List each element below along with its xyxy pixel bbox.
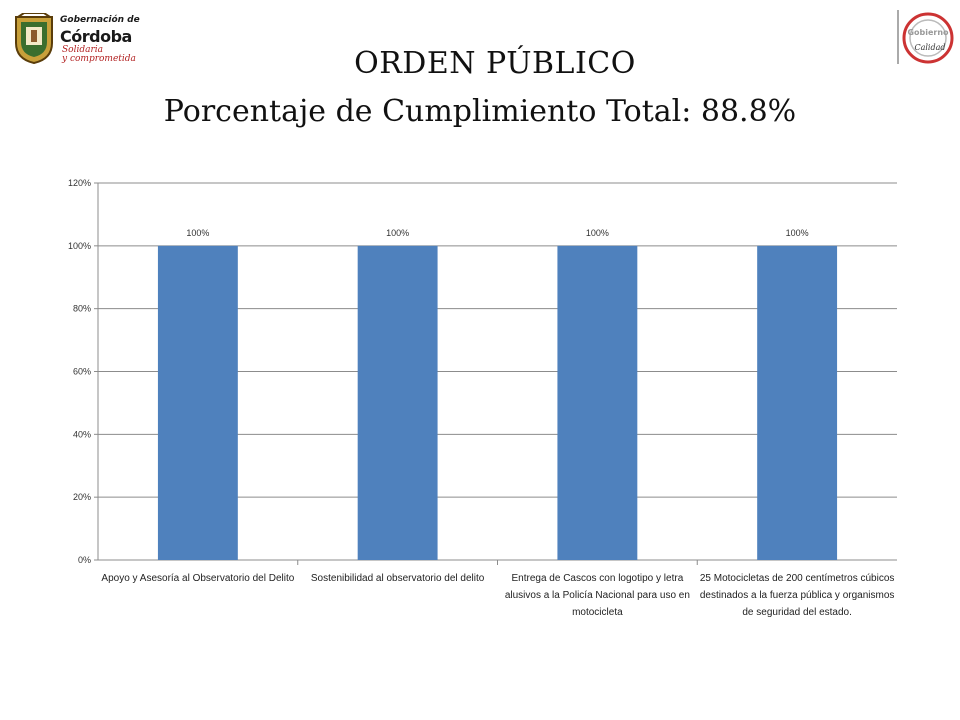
bar [357, 245, 438, 561]
bar [557, 245, 638, 561]
data-label: 100% [386, 228, 409, 238]
logo-text-gobernacion: Gobernación de [60, 15, 140, 25]
data-label: 100% [786, 228, 809, 238]
y-tick-label: 40% [73, 429, 91, 439]
x-tick-label: 25 Motocicletas de 200 centímetros cúbic… [699, 573, 895, 618]
y-tick-label: 20% [73, 492, 91, 502]
x-tick-label: Apoyo y Asesoría al Observatorio del Del… [101, 573, 295, 584]
seal-text-calidad: Calidad [914, 43, 945, 52]
coat-of-arms-icon [15, 13, 53, 65]
bar [757, 245, 838, 561]
page-subtitle: Porcentaje de Cumplimiento Total: 88.8% [163, 94, 797, 129]
logo-slogan-line1: Solidaria [62, 45, 104, 55]
logo-text-slogan: Solidaria y comprometida [62, 46, 136, 64]
y-tick-label: 60% [73, 367, 91, 377]
page-title: ORDEN PÚBLICO [354, 46, 636, 81]
logo-slogan-line2: y comprometida [62, 54, 136, 64]
calidad-seal-logo: Gobierno Calidad [897, 10, 954, 64]
y-tick-label: 0% [78, 555, 91, 565]
bar [157, 245, 238, 561]
data-label: 100% [586, 228, 609, 238]
y-tick-label: 80% [73, 304, 91, 314]
data-label: 100% [186, 228, 209, 238]
x-tick-label: Sostenibilidad al observatorio del delit… [310, 573, 485, 584]
gobernacion-cordoba-logo: Gobernación de Córdoba Solidaria y compr… [10, 10, 140, 66]
y-tick-label: 120% [68, 178, 91, 188]
logo-text-cordoba: Córdoba [60, 27, 132, 46]
x-tick-label: Entrega de Cascos con logotipo y letra a… [504, 573, 690, 618]
seal-text-gobierno: Gobierno [907, 28, 949, 37]
y-tick-label: 100% [68, 241, 91, 251]
